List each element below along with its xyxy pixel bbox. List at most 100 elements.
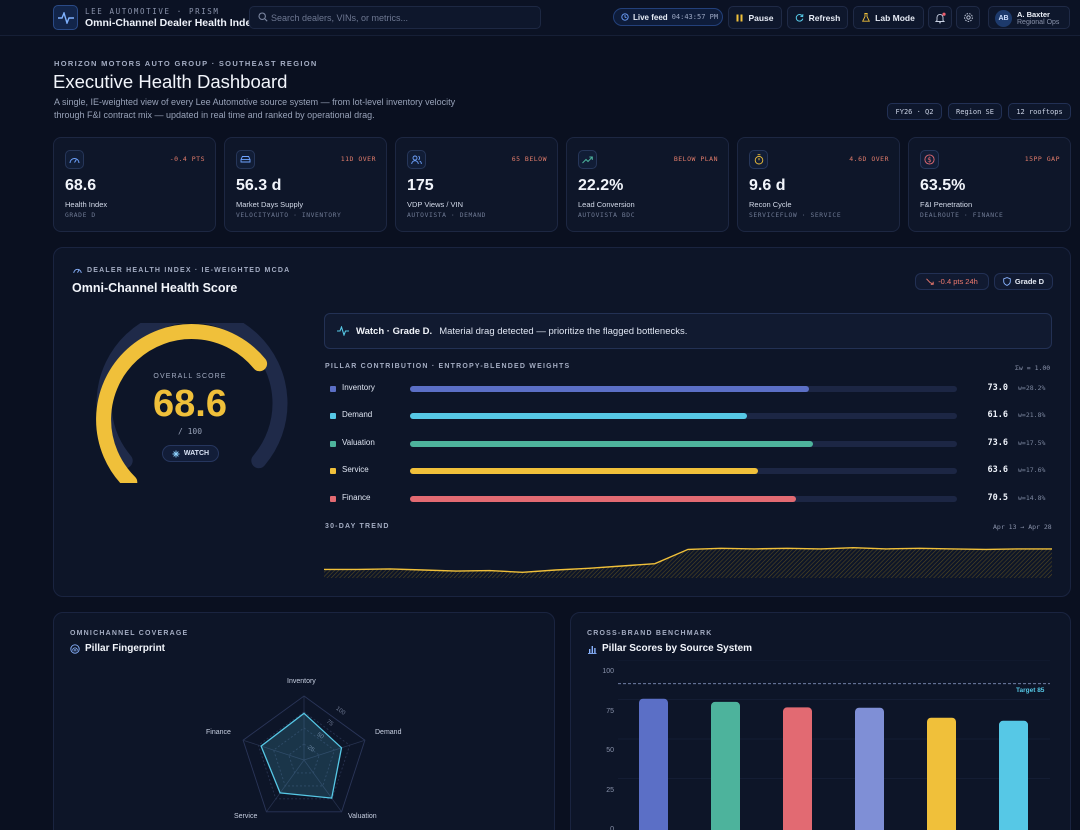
benchmark-bar[interactable]: [855, 707, 884, 830]
pillar-weight: w=21.8%: [1018, 411, 1046, 419]
kpi-label: Lead Conversion: [578, 200, 635, 209]
pillar-bar-fill: [410, 386, 810, 392]
kpi-value: 9.6 d: [749, 177, 786, 194]
fiscal-period-chip[interactable]: FY26 · Q2: [887, 103, 942, 120]
status-badge[interactable]: WATCH: [162, 445, 219, 462]
kpi-flag: 4.6D OVER: [849, 155, 889, 163]
pillar-weight: w=17.5%: [1018, 439, 1046, 447]
settings-button[interactable]: [956, 6, 980, 29]
radar-grid-ring: [273, 727, 335, 787]
kpi-card-recon-cycle[interactable]: 4.6D OVER 9.6 d Recon Cycle SERVICEFLOW …: [737, 137, 900, 232]
live-feed-time: 04:43:57 PM: [671, 13, 719, 21]
pillar-score: 70.5: [987, 493, 1008, 503]
pillar-score: 73.0: [987, 383, 1008, 393]
pillar-score: 73.6: [987, 438, 1008, 448]
fingerprint-eyebrow: OMNICHANNEL COVERAGE: [70, 630, 189, 637]
benchmark-bar[interactable]: [783, 707, 812, 830]
kpi-card-vdp-views[interactable]: 65 BELOW 175 VDP Views / VIN AUTOVISTA ·…: [395, 137, 558, 232]
health-eyebrow: DEALER HEALTH INDEX · IE-WEIGHTED MCDA: [87, 267, 291, 274]
kpi-source: VELOCITYAUTO · INVENTORY: [236, 212, 342, 219]
benchmark-bar[interactable]: [999, 720, 1028, 830]
score-label: OVERALL SCORE: [153, 373, 227, 380]
search-input[interactable]: [271, 10, 531, 26]
kpi-label: Recon Cycle: [749, 200, 792, 209]
live-feed-indicator[interactable]: Live feed 04:43:57 PM: [613, 8, 723, 26]
pillar-name: Finance: [342, 493, 371, 502]
kpi-flag: -0.4 PTS: [169, 155, 205, 163]
pillar-row-finance[interactable]: Finance 70.5 w=14.8%: [330, 493, 1050, 505]
pillar-bar-fill: [410, 496, 796, 502]
trend-area: [324, 547, 1052, 578]
gauge-icon: [69, 158, 80, 164]
target-label: Target 85: [1016, 686, 1045, 694]
radar-ring-label: 50: [316, 732, 325, 741]
kpi-value: 22.2%: [578, 177, 624, 194]
pause-icon: [736, 14, 743, 21]
bar-y-tick: 25: [606, 786, 614, 794]
pillar-bar-track: [410, 413, 957, 419]
notifications-button[interactable]: [928, 6, 952, 29]
kpi-card-fi-penetration[interactable]: $ 15PP GAP 63.5% F&I Penetration DEALROU…: [908, 137, 1071, 232]
grade-pill[interactable]: Grade D: [994, 273, 1053, 290]
radar-axis-label: Finance: [206, 729, 231, 736]
health-title: Omni-Channel Health Score: [72, 281, 238, 295]
kpi-flag: BELOW PLAN: [673, 155, 718, 163]
bar-chart-icon: [588, 646, 597, 654]
radar-ring-label: 75: [325, 719, 334, 728]
pillar-weight-sum: Σw = 1.00: [1015, 364, 1051, 372]
sparkle-icon: [172, 450, 180, 457]
pillar-weight: w=28.2%: [1018, 384, 1046, 392]
score-delta-pill[interactable]: -0.4 pts 24h: [915, 273, 989, 290]
page-description: A single, IE-weighted view of every Lee …: [54, 97, 456, 120]
benchmark-bar[interactable]: [927, 717, 956, 830]
pillar-weight: w=17.6%: [1018, 466, 1046, 474]
region-chip[interactable]: Region SE: [948, 103, 1002, 120]
benchmark-title: Pillar Scores by Source System: [602, 643, 753, 654]
pillar-color-dot: [330, 441, 336, 447]
app-logo[interactable]: [53, 5, 78, 30]
kpi-flag: 65 BELOW: [511, 155, 547, 163]
radar-grid-ring: [257, 711, 351, 800]
kpi-card-market-days-supply[interactable]: 11D OVER 56.3 d Market Days Supply VELOC…: [224, 137, 387, 232]
pillar-name: Service: [342, 465, 369, 474]
user-menu[interactable]: AB A. Baxter Regional Ops: [988, 6, 1070, 29]
alert-message: Material drag detected — prioritize the …: [439, 325, 688, 337]
timer-icon: [754, 154, 763, 165]
refresh-button[interactable]: Refresh: [787, 6, 848, 29]
bell-icon: [934, 12, 946, 23]
pillar-row-valuation[interactable]: Valuation 73.6 w=17.5%: [330, 438, 1050, 450]
pause-button[interactable]: Pause: [728, 6, 782, 29]
refresh-label: Refresh: [808, 12, 841, 23]
pillar-row-demand[interactable]: Demand 61.6 w=21.8%: [330, 410, 1050, 422]
rooftops-chip[interactable]: 12 rooftops: [1008, 103, 1071, 120]
benchmark-bar[interactable]: [711, 701, 740, 830]
car-icon: [240, 156, 251, 163]
kpi-value: 56.3 d: [236, 177, 282, 194]
benchmark-bar[interactable]: [639, 698, 668, 830]
kpi-label: Market Days Supply: [236, 200, 304, 209]
pulse-icon: [57, 11, 74, 24]
kpi-value: 63.5%: [920, 177, 966, 194]
brand-subtitle: LEE AUTOMOTIVE · PRISM: [85, 7, 220, 16]
trend-down-icon: [926, 278, 934, 285]
kpi-flag: 11D OVER: [340, 155, 376, 163]
dollar-icon: $: [924, 154, 935, 165]
kpi-source: AUTOVISTA BDC: [578, 212, 636, 219]
gear-icon: [963, 13, 973, 22]
pillar-row-inventory[interactable]: Inventory 73.0 w=28.2%: [330, 383, 1050, 395]
kpi-card-lead-conversion[interactable]: BELOW PLAN 22.2% Lead Conversion AUTOVIS…: [566, 137, 729, 232]
pillar-name: Inventory: [342, 383, 375, 392]
lab-mode-button[interactable]: Lab Mode: [853, 6, 924, 29]
trend-chart: [324, 546, 1052, 578]
pillar-bar-fill: [410, 468, 758, 474]
kpi-card-health-index[interactable]: -0.4 PTS 68.6 Health Index GRADE D: [53, 137, 216, 232]
pillar-row-service[interactable]: Service 63.6 w=17.6%: [330, 465, 1050, 477]
radar-spoke: [303, 739, 366, 761]
page-title: Executive Health Dashboard: [53, 71, 288, 92]
radar-ring-label: 100: [334, 706, 346, 717]
score-scale: / 100: [177, 427, 203, 436]
pillar-score: 63.6: [987, 465, 1008, 475]
kpi-source: DEALROUTE · FINANCE: [920, 212, 1004, 219]
top-bar: LEE AUTOMOTIVE · PRISM Omni-Channel Deal…: [0, 0, 1080, 36]
